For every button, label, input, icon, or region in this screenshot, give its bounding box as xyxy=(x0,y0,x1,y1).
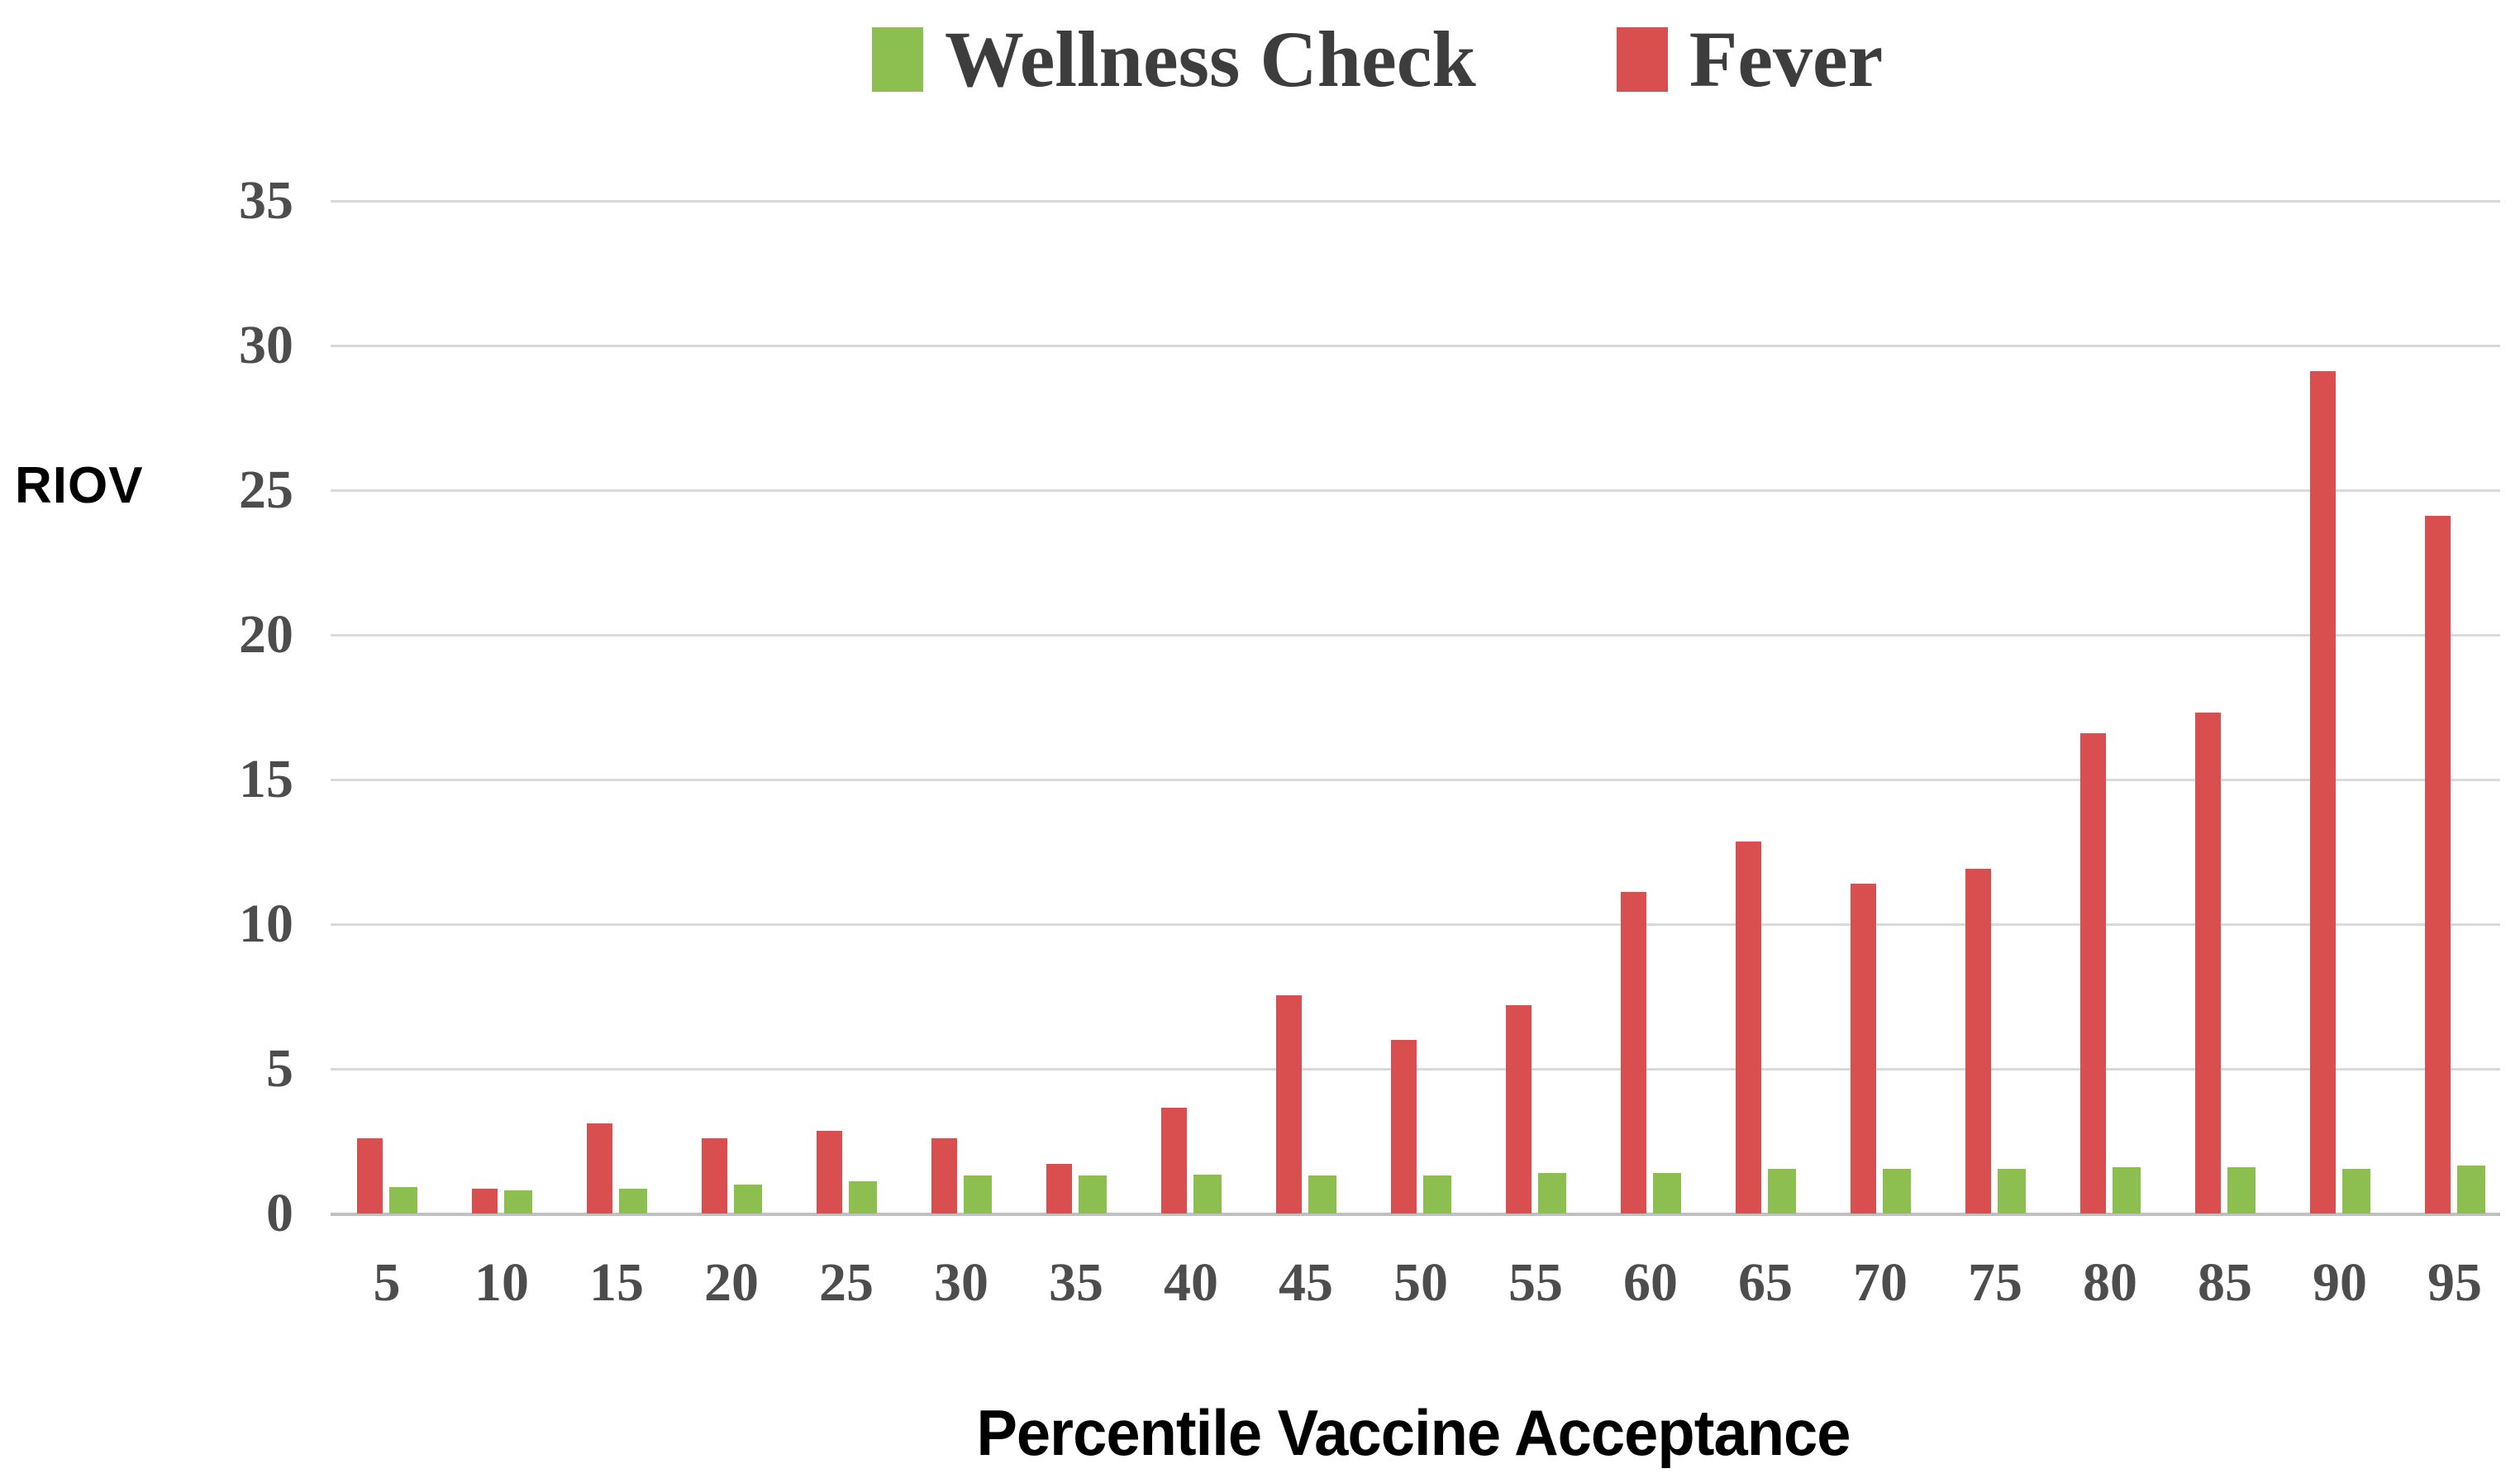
gridline-y-10 xyxy=(331,923,2500,926)
y-axis-title: RIOV xyxy=(15,457,144,514)
bar-wellness-check-x10 xyxy=(504,1190,532,1214)
gridline-y-30 xyxy=(331,345,2500,347)
bar-wellness-check-x30 xyxy=(964,1175,992,1214)
bar-wellness-check-x80 xyxy=(2113,1167,2141,1214)
bar-fever-x35 xyxy=(1046,1164,1072,1214)
bar-fever-x40 xyxy=(1161,1108,1187,1214)
x-tick-label-55: 55 xyxy=(1508,1252,1563,1313)
x-tick-label-30: 30 xyxy=(934,1252,988,1313)
bar-fever-x60 xyxy=(1621,892,1646,1214)
x-tick-label-20: 20 xyxy=(704,1252,759,1313)
bar-fever-x65 xyxy=(1736,842,1761,1214)
x-tick-label-65: 65 xyxy=(1738,1252,1793,1313)
fever-swatch-icon xyxy=(1616,27,1668,92)
x-axis-line xyxy=(331,1213,2500,1216)
bar-fever-x80 xyxy=(2080,733,2106,1214)
legend-item-wellness-check: Wellness Check xyxy=(872,18,1476,101)
x-tick-label-25: 25 xyxy=(819,1252,874,1313)
y-tick-label-5: 5 xyxy=(266,1038,293,1099)
bar-fever-x85 xyxy=(2195,713,2221,1214)
bar-fever-x5 xyxy=(357,1138,383,1214)
bar-wellness-check-x85 xyxy=(2227,1167,2256,1214)
x-tick-label-95: 95 xyxy=(2427,1252,2482,1313)
bar-fever-x95 xyxy=(2425,516,2451,1214)
x-tick-label-80: 80 xyxy=(2083,1252,2137,1313)
bar-wellness-check-x5 xyxy=(389,1187,417,1214)
gridline-y-20 xyxy=(331,634,2500,637)
x-tick-label-70: 70 xyxy=(1853,1252,1908,1313)
legend-label-wellness-check: Wellness Check xyxy=(945,15,1476,103)
bar-fever-x20 xyxy=(702,1138,727,1214)
bar-wellness-check-x55 xyxy=(1538,1173,1566,1214)
bar-fever-x10 xyxy=(472,1189,498,1214)
legend-item-fever: Fever xyxy=(1616,15,1884,103)
bar-wellness-check-x25 xyxy=(849,1181,877,1214)
bar-fever-x75 xyxy=(1965,869,1991,1214)
bar-wellness-check-x35 xyxy=(1079,1175,1107,1214)
x-tick-label-40: 40 xyxy=(1164,1252,1218,1313)
legend-label-fever: Fever xyxy=(1689,15,1884,103)
bar-fever-x25 xyxy=(817,1131,842,1214)
y-tick-label-25: 25 xyxy=(239,460,293,520)
y-tick-label-10: 10 xyxy=(239,894,293,954)
gridline-y-25 xyxy=(331,489,2500,492)
y-tick-label-35: 35 xyxy=(239,170,293,231)
x-tick-label-15: 15 xyxy=(589,1252,644,1313)
y-tick-label-0: 0 xyxy=(266,1183,293,1243)
x-tick-label-35: 35 xyxy=(1049,1252,1103,1313)
x-tick-label-45: 45 xyxy=(1279,1252,1333,1313)
bar-wellness-check-x75 xyxy=(1998,1169,2026,1214)
y-tick-label-15: 15 xyxy=(239,749,293,809)
x-tick-label-85: 85 xyxy=(2198,1252,2252,1313)
bar-wellness-check-x95 xyxy=(2457,1166,2485,1214)
x-tick-label-75: 75 xyxy=(1968,1252,2022,1313)
bar-wellness-check-x15 xyxy=(619,1189,647,1214)
bar-wellness-check-x70 xyxy=(1883,1169,1911,1214)
bar-fever-x50 xyxy=(1391,1040,1417,1214)
x-tick-label-60: 60 xyxy=(1623,1252,1678,1313)
x-axis-title: Percentile Vaccine Acceptance xyxy=(976,1396,1851,1469)
bar-wellness-check-x50 xyxy=(1423,1175,1451,1214)
x-tick-label-10: 10 xyxy=(474,1252,529,1313)
x-tick-label-5: 5 xyxy=(373,1252,401,1313)
legend: Wellness Check Fever xyxy=(872,18,1883,101)
bar-wellness-check-x20 xyxy=(734,1185,762,1214)
bar-fever-x15 xyxy=(587,1123,612,1214)
gridline-y-35 xyxy=(331,200,2500,203)
x-tick-label-90: 90 xyxy=(2313,1252,2367,1313)
bar-wellness-check-x60 xyxy=(1653,1173,1681,1214)
wellness-check-swatch-icon xyxy=(872,27,923,92)
bar-wellness-check-x90 xyxy=(2342,1169,2370,1214)
bar-wellness-check-x45 xyxy=(1308,1175,1336,1214)
y-tick-label-20: 20 xyxy=(239,604,293,665)
y-tick-label-30: 30 xyxy=(239,315,293,375)
x-tick-label-50: 50 xyxy=(1393,1252,1448,1313)
bar-fever-x55 xyxy=(1506,1005,1532,1214)
gridline-y-15 xyxy=(331,779,2500,781)
bar-fever-x70 xyxy=(1851,884,1876,1214)
bar-fever-x90 xyxy=(2310,371,2336,1214)
bar-wellness-check-x40 xyxy=(1193,1175,1222,1214)
bar-fever-x30 xyxy=(931,1138,957,1214)
bar-fever-x45 xyxy=(1276,995,1302,1214)
bar-wellness-check-x65 xyxy=(1768,1169,1796,1214)
